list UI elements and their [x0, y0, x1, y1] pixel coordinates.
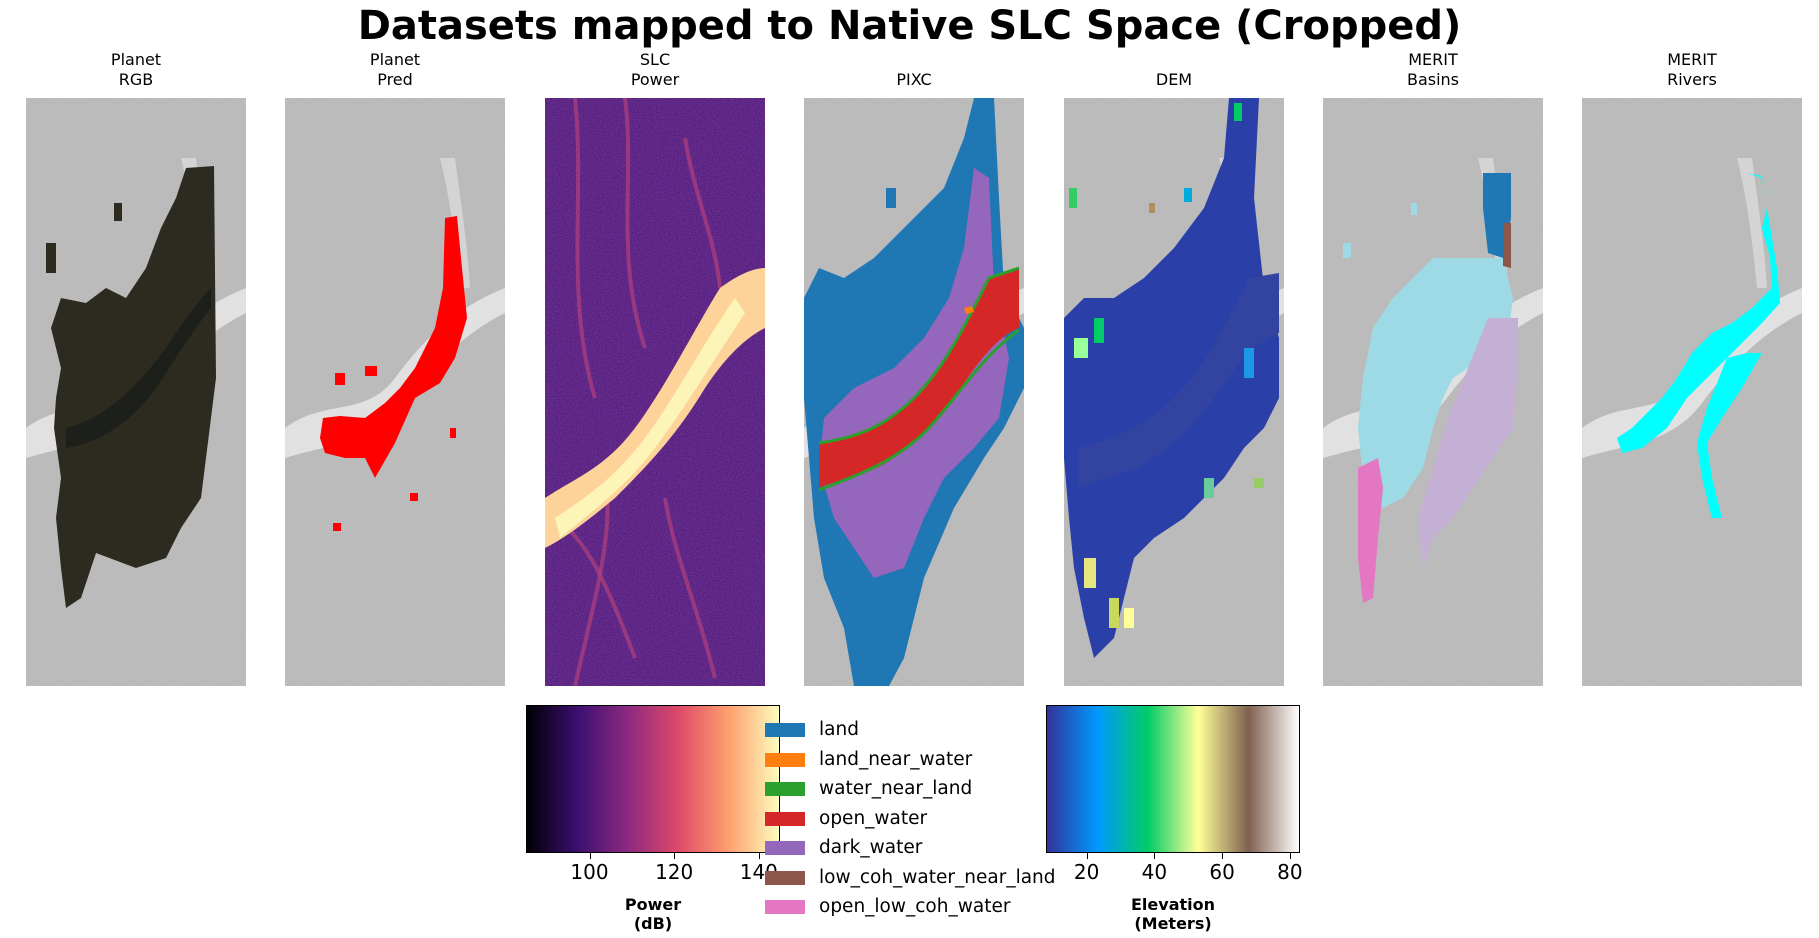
- legend-label: land: [819, 719, 859, 740]
- dem-image: [1064, 98, 1284, 686]
- legend-label: water_near_land: [819, 778, 973, 799]
- elevation-colorbar: [1046, 705, 1300, 853]
- panel-title-dem: DEM: [1155, 70, 1193, 89]
- legend-item-low-coh-water-near-land: low_coh_water_near_land: [761, 866, 1081, 891]
- planet-rgb-image: [26, 98, 246, 686]
- legend-swatch: [765, 870, 805, 885]
- panel-title-pixc: PIXC: [896, 70, 932, 89]
- panel-title-planet-rgb: Planet RGB: [110, 50, 162, 89]
- power-colorbar-label: Power (dB): [624, 895, 682, 933]
- legend-swatch: [765, 811, 805, 826]
- power-colorbar-tickmark: [589, 853, 591, 859]
- elevation-colorbar-label: Elevation (Meters): [1130, 895, 1216, 933]
- elevation-colorbar-tickmark: [1086, 853, 1088, 859]
- legend-label: open_water: [819, 807, 928, 829]
- planet-pred-image: [285, 98, 505, 686]
- legend-swatch: [765, 841, 805, 855]
- panel-title-merit-rivers: MERIT Rivers: [1667, 50, 1717, 89]
- panel-title-planet-pred: Planet Pred: [369, 50, 421, 89]
- legend-swatch: [765, 752, 805, 767]
- elevation-colorbar-tick-label: 80: [1277, 860, 1303, 884]
- power-colorbar-tickmark: [674, 853, 676, 859]
- panel-title-merit-basins: MERIT Basins: [1406, 50, 1460, 89]
- elevation-colorbar-tick-label: 60: [1209, 860, 1235, 884]
- merit-rivers-image: [1582, 98, 1802, 686]
- power-colorbar: [526, 705, 780, 853]
- slc-power-image: [545, 98, 765, 686]
- power-colorbar-tick-label: 100: [570, 860, 609, 884]
- power-colorbar-tick-label: 120: [655, 860, 694, 884]
- legend-item-open-water: open_water: [761, 807, 1081, 832]
- legend-item-land: land: [761, 718, 1081, 743]
- elevation-colorbar-tickmark: [1289, 853, 1291, 859]
- legend-swatch: [765, 782, 805, 796]
- legend-swatch: [765, 900, 805, 914]
- elevation-colorbar-tick-label: 40: [1141, 860, 1168, 884]
- legend-item-open-low-coh-water: open_low_coh_water: [761, 895, 1081, 920]
- figure-title: Datasets mapped to Native SLC Space (Cro…: [357, 3, 1462, 49]
- legend-label: land_near_water: [819, 748, 973, 770]
- elevation-colorbar-tickmark: [1222, 853, 1224, 859]
- legend-label: open_low_coh_water: [819, 896, 1011, 917]
- legend-item-water-near-land: water_near_land: [761, 777, 1081, 802]
- legend-label: low_coh_water_near_land: [819, 866, 1056, 888]
- legend-item-dark-water: dark_water: [761, 836, 1081, 861]
- elevation-colorbar-tick-label: 20: [1073, 860, 1100, 884]
- pixc-image: [804, 98, 1024, 686]
- legend-label: dark_water: [819, 837, 923, 858]
- power-colorbar-tickmark: [758, 853, 760, 859]
- legend-item-land-near-water: land_near_water: [761, 748, 1081, 773]
- legend-swatch: [765, 723, 805, 737]
- elevation-colorbar-tickmark: [1154, 853, 1156, 859]
- panel-title-slc-power: SLC Power: [630, 50, 680, 89]
- merit-basins-image: [1323, 98, 1543, 686]
